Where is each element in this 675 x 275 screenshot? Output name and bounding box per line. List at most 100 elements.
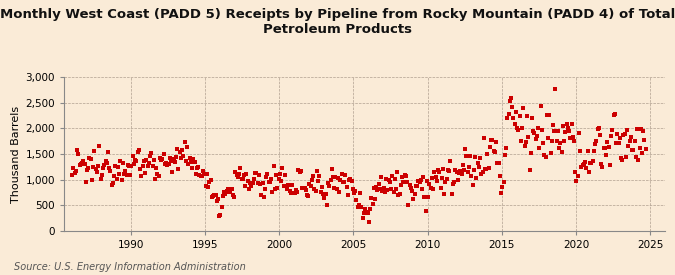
Text: Source: U.S. Energy Information Administration: Source: U.S. Energy Information Administ…	[14, 262, 245, 272]
Point	[445, 159, 456, 163]
Point	[607, 128, 618, 133]
Point	[421, 178, 432, 183]
Point	[524, 167, 535, 172]
Point	[418, 175, 429, 180]
Point	[97, 173, 107, 177]
Point	[641, 146, 651, 151]
Point	[214, 214, 225, 218]
Point	[84, 155, 95, 160]
Point	[616, 155, 626, 160]
Point	[555, 141, 566, 145]
Point	[155, 156, 165, 161]
Point	[510, 110, 521, 114]
Point	[281, 183, 292, 188]
Point	[211, 199, 222, 204]
Point	[360, 207, 371, 211]
Point	[414, 180, 425, 184]
Point	[219, 189, 230, 194]
Point	[200, 184, 211, 188]
Point	[292, 189, 302, 194]
Point	[92, 169, 103, 174]
Point	[277, 166, 288, 170]
Point	[593, 126, 604, 130]
Point	[199, 172, 210, 176]
Point	[591, 139, 601, 143]
Point	[481, 167, 491, 171]
Point	[194, 173, 205, 178]
Point	[314, 174, 325, 179]
Point	[143, 161, 154, 165]
Point	[610, 112, 620, 117]
Point	[440, 180, 451, 184]
Point	[267, 190, 278, 194]
Point	[516, 139, 526, 143]
Point	[148, 157, 159, 162]
Point	[587, 159, 598, 163]
Point	[409, 192, 420, 196]
Point	[70, 171, 80, 175]
Point	[131, 159, 142, 163]
Point	[578, 162, 589, 166]
Point	[190, 171, 201, 176]
Point	[577, 163, 588, 167]
Point	[341, 184, 352, 189]
Point	[238, 173, 249, 177]
Point	[565, 136, 576, 140]
Point	[455, 169, 466, 173]
Point	[468, 168, 479, 172]
Point	[178, 153, 189, 158]
Point	[85, 157, 96, 161]
Point	[550, 86, 561, 91]
Point	[458, 168, 469, 172]
Point	[357, 216, 368, 220]
Point	[240, 184, 250, 188]
Point	[286, 191, 296, 195]
Point	[162, 163, 173, 167]
Point	[136, 174, 146, 178]
Point	[77, 161, 88, 165]
Point	[475, 156, 485, 161]
Point	[410, 183, 421, 188]
Point	[429, 170, 439, 175]
Point	[252, 181, 263, 185]
Point	[348, 190, 359, 195]
Point	[364, 207, 375, 211]
Point	[424, 182, 435, 186]
Point	[330, 175, 341, 179]
Point	[230, 170, 241, 175]
Point	[430, 175, 441, 179]
Point	[575, 149, 586, 153]
Point	[311, 169, 322, 173]
Point	[397, 175, 408, 179]
Point	[320, 191, 331, 196]
Point	[528, 129, 539, 133]
Point	[488, 149, 499, 153]
Point	[298, 185, 308, 190]
Point	[626, 134, 637, 139]
Point	[638, 129, 649, 134]
Point	[135, 167, 146, 171]
Point	[570, 170, 580, 174]
Point	[321, 203, 332, 207]
Point	[340, 173, 351, 178]
Point	[68, 166, 79, 170]
Point	[189, 160, 200, 164]
Point	[254, 182, 265, 186]
Point	[198, 169, 209, 174]
Point	[300, 188, 311, 192]
Point	[275, 178, 286, 183]
Point	[350, 189, 360, 194]
Point	[602, 140, 613, 145]
Point	[431, 179, 442, 183]
Point	[454, 170, 464, 175]
Point	[531, 137, 541, 141]
Point	[363, 220, 374, 224]
Point	[633, 158, 644, 162]
Point	[242, 179, 253, 183]
Point	[519, 144, 530, 148]
Point	[586, 160, 597, 165]
Point	[486, 138, 497, 142]
Point	[244, 187, 254, 192]
Point	[260, 187, 271, 191]
Point	[250, 171, 261, 175]
